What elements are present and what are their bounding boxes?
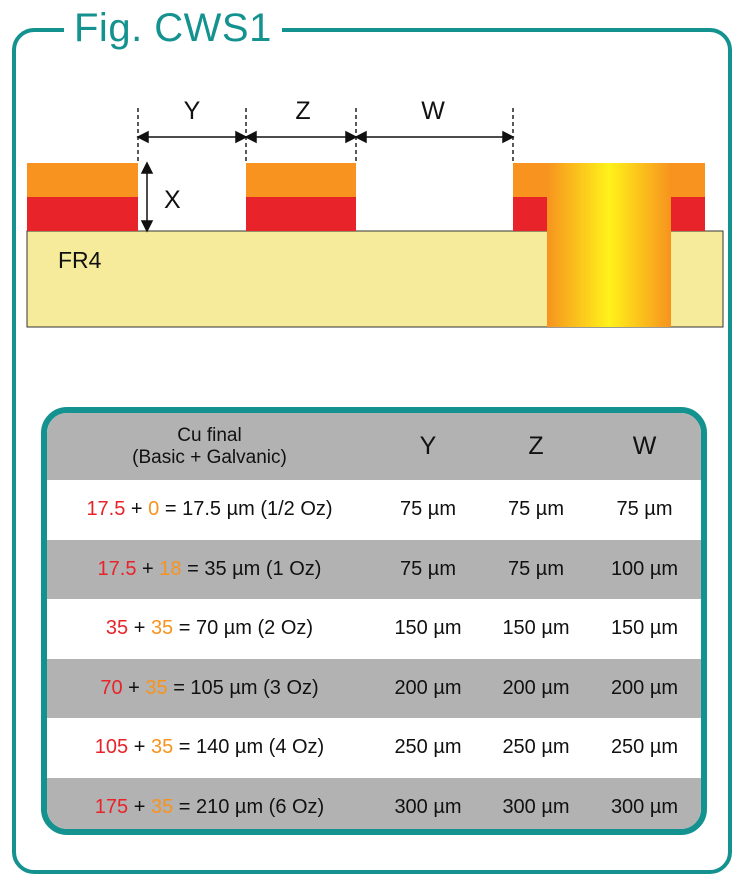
total-copper-value: = 70 µm (2 Oz) — [173, 617, 314, 640]
galvanic-copper-value: 0 — [148, 498, 160, 521]
y-cell: 250 µm — [394, 736, 462, 759]
trace-left-galvanic-copper — [27, 163, 138, 197]
copper-spacing-table-container: Cu final (Basic + Galvanic) Y Z W 17.5 +… — [41, 407, 707, 835]
total-copper-value: = 105 µm (3 Oz) — [167, 676, 319, 699]
basic-copper-value: 175 — [94, 795, 129, 818]
z-cell: 300 µm — [502, 795, 570, 818]
table-header-row: Cu final (Basic + Galvanic) Y Z W — [47, 413, 701, 480]
y-cell: 150 µm — [394, 617, 462, 640]
w-cell: 75 µm — [616, 498, 673, 521]
table-row: 70 + 35 = 105 µm (3 Oz) 200 µm 200 µm 20… — [47, 658, 701, 719]
cu-final-cell: 17.5 + 0 = 17.5 µm (1/2 Oz) — [47, 480, 372, 540]
header-cu-final: Cu final (Basic + Galvanic) — [47, 413, 372, 480]
total-copper-value: = 35 µm (1 Oz) — [181, 557, 322, 580]
cu-final-cell: 105 + 35 = 140 µm (4 Oz) — [47, 718, 372, 778]
dimension-label-y: Y — [184, 97, 201, 125]
w-cell: 250 µm — [610, 736, 679, 759]
plus-sign: + — [122, 676, 146, 699]
galvanic-copper-value: 35 — [150, 617, 174, 640]
galvanic-copper-value: 35 — [150, 736, 174, 759]
dimension-label-z: Z — [295, 97, 310, 125]
pcb-cross-section-diagram: FR4 Y Z W X — [26, 97, 724, 328]
total-copper-value: = 210 µm (6 Oz) — [173, 795, 325, 818]
y-cell: 75 µm — [400, 557, 456, 580]
trace-middle-galvanic-copper — [246, 163, 356, 197]
fr4-label: FR4 — [58, 247, 102, 273]
z-cell: 200 µm — [502, 676, 570, 699]
cu-final-cell: 175 + 35 = 210 µm (6 Oz) — [47, 778, 372, 830]
galvanic-copper-value: 18 — [159, 557, 182, 580]
figure-frame — [12, 28, 732, 874]
w-cell: 150 µm — [610, 617, 679, 640]
table-row: 17.5 + 18 = 35 µm (1 Oz) 75 µm 75 µm 100… — [47, 539, 701, 600]
table-row: 17.5 + 0 = 17.5 µm (1/2 Oz) 75 µm 75 µm … — [47, 480, 701, 540]
figure-title: Fig. CWS1 — [64, 6, 282, 50]
basic-copper-value: 35 — [105, 617, 129, 640]
dimension-label-x: X — [164, 186, 181, 214]
total-copper-value: = 17.5 µm (1/2 Oz) — [159, 498, 333, 521]
via-plated-hole — [547, 163, 671, 327]
galvanic-copper-value: 35 — [145, 676, 168, 699]
plus-sign: + — [128, 795, 151, 818]
w-cell: 300 µm — [610, 795, 679, 818]
y-cell: 300 µm — [394, 795, 462, 818]
dimension-guides — [137, 108, 514, 163]
cu-final-cell: 70 + 35 = 105 µm (3 Oz) — [47, 659, 372, 719]
y-cell: 75 µm — [400, 498, 456, 521]
cu-final-cell: 35 + 35 = 70 µm (2 Oz) — [47, 599, 372, 659]
dimension-label-w: W — [421, 97, 445, 125]
y-cell: 200 µm — [394, 676, 462, 699]
w-cell: 100 µm — [610, 557, 679, 580]
header-w: W — [588, 413, 701, 480]
plus-sign: + — [128, 736, 151, 759]
basic-copper-value: 17.5 — [86, 498, 126, 521]
header-z: Z — [484, 413, 588, 480]
header-cu-final-line1: Cu final — [177, 424, 242, 446]
plus-sign: + — [136, 557, 160, 580]
basic-copper-value: 17.5 — [97, 557, 137, 580]
z-cell: 75 µm — [508, 498, 564, 521]
header-y: Y — [372, 413, 484, 480]
w-cell: 200 µm — [610, 676, 679, 699]
z-cell: 250 µm — [502, 736, 570, 759]
plus-sign: + — [128, 617, 151, 640]
plus-sign: + — [125, 498, 149, 521]
pad-right-base-copper-right — [671, 197, 705, 231]
total-copper-value: = 140 µm (4 Oz) — [173, 736, 325, 759]
z-cell: 150 µm — [502, 617, 570, 640]
basic-copper-value: 70 — [100, 676, 123, 699]
z-cell: 75 µm — [508, 557, 564, 580]
table-row: 105 + 35 = 140 µm (4 Oz) 250 µm 250 µm 2… — [47, 718, 701, 778]
trace-middle-base-copper — [246, 197, 356, 231]
pad-right-base-copper-left — [513, 197, 547, 231]
dimension-arrows — [136, 130, 515, 233]
galvanic-copper-value: 35 — [150, 795, 174, 818]
basic-copper-value: 105 — [94, 736, 129, 759]
header-cu-final-line2: (Basic + Galvanic) — [132, 446, 287, 468]
cu-final-cell: 17.5 + 18 = 35 µm (1 Oz) — [47, 540, 372, 600]
copper-spacing-table: Cu final (Basic + Galvanic) Y Z W 17.5 +… — [47, 413, 701, 830]
table-row: 175 + 35 = 210 µm (6 Oz) 300 µm 300 µm 3… — [47, 777, 701, 830]
table-row: 35 + 35 = 70 µm (2 Oz) 150 µm 150 µm 150… — [47, 599, 701, 659]
trace-left-base-copper — [27, 197, 138, 231]
